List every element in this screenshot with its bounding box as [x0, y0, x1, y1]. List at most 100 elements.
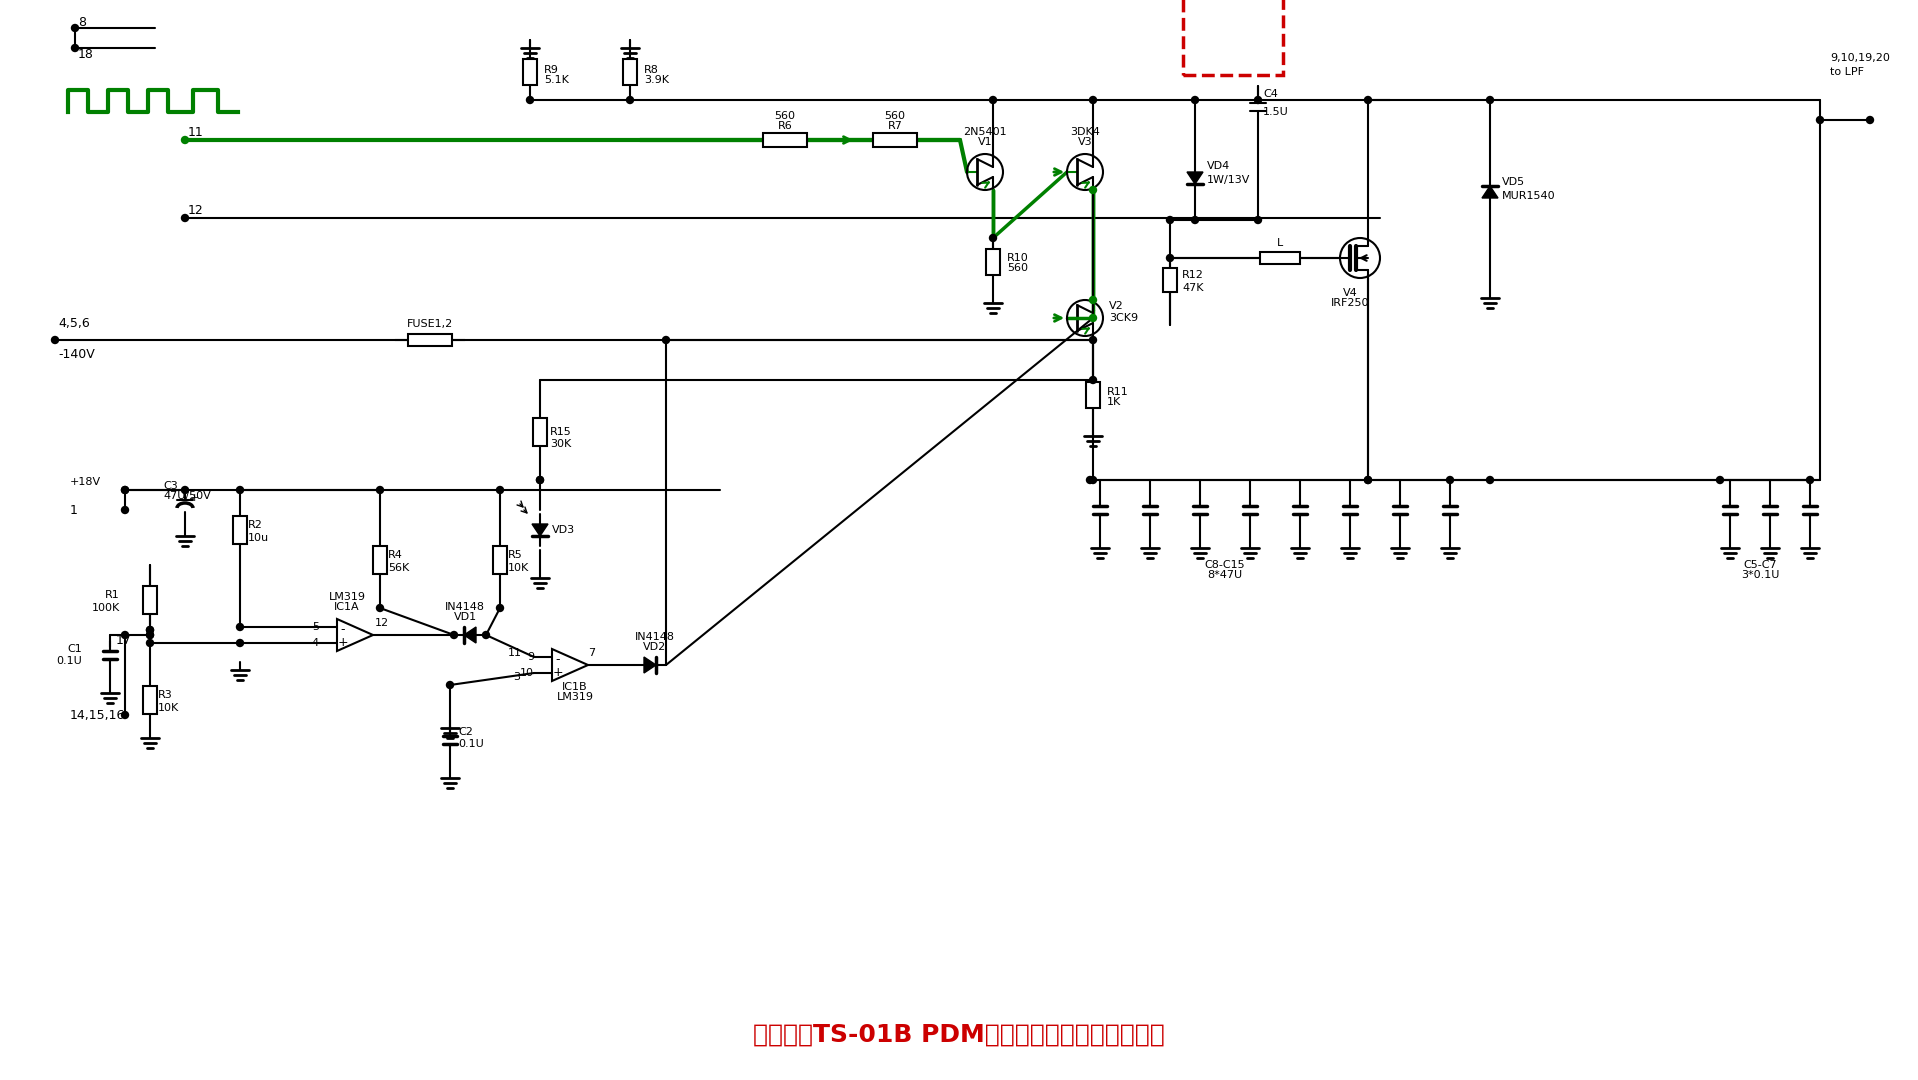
Circle shape [990, 96, 997, 104]
Text: 10: 10 [520, 669, 533, 678]
Circle shape [1717, 476, 1724, 484]
Circle shape [537, 476, 543, 484]
Bar [533, 418, 547, 446]
Bar [1260, 252, 1300, 264]
Text: 7: 7 [589, 648, 595, 658]
Bar [372, 546, 387, 573]
Circle shape [236, 486, 244, 494]
Text: 1W/13V: 1W/13V [1206, 175, 1251, 185]
Text: +: + [552, 665, 564, 678]
Circle shape [1086, 476, 1093, 484]
Bar [232, 516, 247, 544]
Circle shape [1254, 96, 1262, 104]
Circle shape [1446, 476, 1454, 484]
Circle shape [121, 507, 129, 513]
Text: 上海明珠TS-01B PDM中波发射机调制电路原理图: 上海明珠TS-01B PDM中波发射机调制电路原理图 [754, 1023, 1164, 1047]
Bar [524, 59, 537, 85]
Text: 10K: 10K [157, 703, 178, 713]
Circle shape [1089, 96, 1097, 104]
Text: 560: 560 [775, 111, 796, 121]
Circle shape [71, 25, 79, 31]
Polygon shape [1483, 186, 1498, 198]
Circle shape [1191, 216, 1199, 224]
Text: -140V: -140V [58, 348, 94, 361]
Bar [144, 686, 157, 714]
Text: V4: V4 [1343, 288, 1358, 298]
Text: 11: 11 [508, 648, 522, 658]
Text: 3DK4: 3DK4 [1070, 127, 1099, 137]
Text: 3CK9: 3CK9 [1109, 313, 1137, 323]
Text: 3*0.1U: 3*0.1U [1742, 570, 1780, 580]
Circle shape [121, 632, 129, 638]
Circle shape [52, 337, 59, 343]
Circle shape [1089, 476, 1097, 484]
Circle shape [1089, 337, 1097, 343]
Circle shape [1089, 297, 1097, 303]
Text: 9: 9 [527, 652, 533, 662]
Text: 3: 3 [512, 672, 520, 681]
Text: R7: R7 [888, 121, 903, 131]
Text: C4: C4 [1262, 89, 1277, 99]
Circle shape [236, 639, 244, 647]
Text: R10: R10 [1007, 253, 1028, 264]
Circle shape [182, 215, 188, 221]
Text: 12: 12 [376, 618, 389, 627]
Circle shape [1807, 476, 1814, 484]
Text: R8: R8 [644, 65, 660, 75]
Text: 10u: 10u [247, 534, 269, 543]
Text: 10K: 10K [508, 563, 529, 573]
Text: R11: R11 [1107, 387, 1130, 397]
Circle shape [1486, 476, 1494, 484]
Polygon shape [644, 657, 656, 673]
Circle shape [182, 486, 188, 494]
Circle shape [376, 486, 384, 494]
Text: R15: R15 [550, 427, 572, 437]
Circle shape [121, 486, 129, 494]
Text: 17: 17 [117, 634, 132, 647]
Bar [873, 133, 917, 147]
Text: 3.9K: 3.9K [644, 75, 669, 85]
Circle shape [146, 626, 153, 634]
Text: 47U/50V: 47U/50V [163, 491, 211, 501]
Text: IC1A: IC1A [334, 602, 361, 612]
Circle shape [537, 476, 543, 484]
Text: R3: R3 [157, 690, 173, 700]
Text: VD2: VD2 [643, 642, 667, 652]
Text: 0.1U: 0.1U [458, 739, 483, 750]
Circle shape [146, 632, 153, 638]
Text: 1K: 1K [1107, 397, 1122, 407]
Text: VD3: VD3 [552, 525, 575, 535]
Circle shape [121, 486, 129, 494]
Text: R12: R12 [1181, 270, 1205, 280]
Text: IRF250: IRF250 [1331, 298, 1369, 308]
Text: 8*47U: 8*47U [1208, 570, 1243, 580]
Text: LM319: LM319 [328, 592, 366, 602]
Circle shape [121, 712, 129, 718]
Circle shape [1089, 377, 1097, 383]
Text: +: + [338, 635, 349, 648]
Circle shape [990, 234, 997, 242]
Circle shape [1191, 96, 1199, 104]
Circle shape [146, 626, 153, 634]
Text: 18: 18 [79, 48, 94, 60]
Circle shape [1089, 187, 1097, 193]
Text: C3: C3 [163, 481, 178, 491]
Text: C2: C2 [458, 727, 474, 737]
Text: VD1: VD1 [453, 612, 476, 622]
Text: +18V: +18V [69, 477, 102, 487]
Text: 5: 5 [313, 622, 318, 632]
Text: 11: 11 [188, 126, 203, 139]
Text: IN4148: IN4148 [445, 602, 485, 612]
Bar [144, 586, 157, 615]
Text: VD4: VD4 [1206, 161, 1229, 171]
Text: 0.1U: 0.1U [56, 656, 82, 666]
Text: L: L [1277, 238, 1283, 248]
Bar [763, 133, 807, 147]
Text: C5-C7: C5-C7 [1743, 561, 1776, 570]
Text: 56K: 56K [387, 563, 409, 573]
Polygon shape [531, 524, 549, 536]
Bar [409, 334, 453, 346]
Circle shape [662, 337, 669, 343]
Text: 8: 8 [79, 15, 86, 28]
Circle shape [1364, 96, 1371, 104]
